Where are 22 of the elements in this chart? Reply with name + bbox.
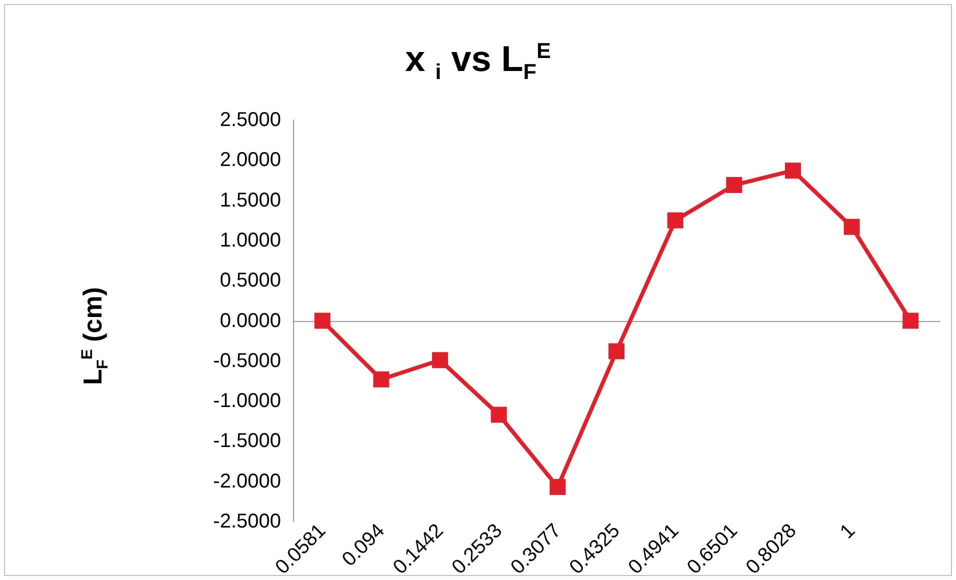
point <box>844 218 860 235</box>
y-tick-label: -1.5000 <box>213 430 281 452</box>
point <box>373 371 390 388</box>
y-tick-label: -2.0000 <box>213 470 281 492</box>
y-tick-label: -1.0000 <box>213 390 281 412</box>
point <box>490 406 507 423</box>
point <box>902 312 919 329</box>
y-tick-label: 2.5000 <box>220 109 281 131</box>
y-tick-label: 1.0000 <box>220 229 281 252</box>
y-tick-label: -0.5000 <box>213 350 281 372</box>
point <box>667 212 684 228</box>
point <box>432 352 448 368</box>
point <box>608 343 624 360</box>
y-tick-label: 1.5000 <box>220 189 281 212</box>
point <box>784 162 801 179</box>
point <box>314 312 330 329</box>
x-tick-label: 1 <box>836 520 860 544</box>
y-tick-label: 0.0000 <box>220 310 281 332</box>
y-tick-label: 0.5000 <box>220 270 281 292</box>
point <box>550 479 566 496</box>
y-tick-label: 2.0000 <box>220 149 281 172</box>
point <box>726 177 742 194</box>
